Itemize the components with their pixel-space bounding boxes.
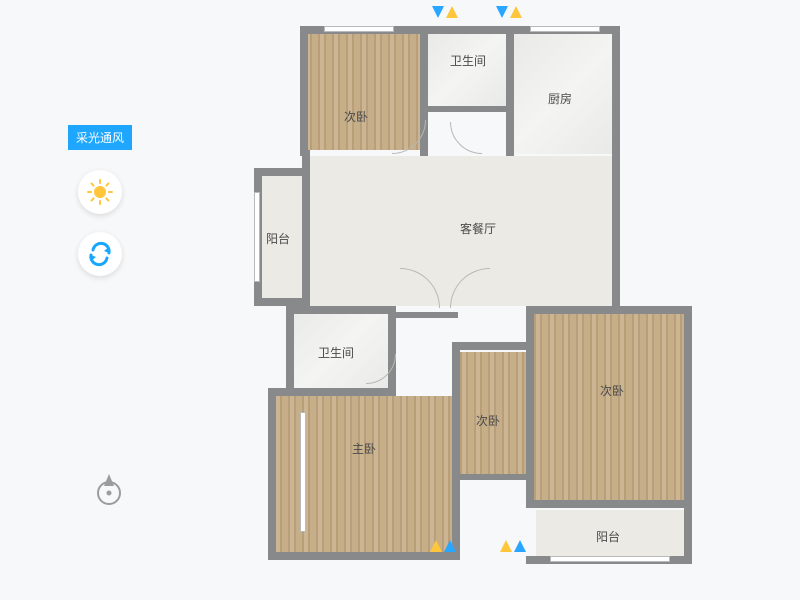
wall-segment (428, 106, 506, 112)
wall-segment (286, 388, 396, 396)
room-balcony2 (536, 510, 686, 560)
room-kitchen (514, 34, 614, 154)
window (550, 556, 670, 562)
lighting-badge: 采光通风 (68, 125, 132, 150)
wall-segment (300, 26, 308, 156)
wall-segment (268, 388, 276, 560)
wall-segment (526, 500, 692, 508)
view-controls-sidebar: 采光通风 (60, 125, 140, 294)
wall-segment (268, 552, 458, 560)
refresh-icon (87, 241, 113, 267)
window (300, 412, 306, 532)
room-bath1 (428, 34, 506, 106)
arrow-icon (444, 540, 456, 552)
arrow-icon (430, 540, 442, 552)
arrow-icon (432, 6, 444, 18)
wall-segment (612, 150, 620, 310)
wall-segment (506, 26, 514, 156)
airflow-arrows (430, 540, 456, 552)
room-bed2b (460, 352, 526, 474)
wall-segment (388, 306, 396, 394)
arrow-icon (500, 540, 512, 552)
arrow-icon (496, 6, 508, 18)
sun-button[interactable] (78, 170, 122, 214)
floor-plan: 次卧卫生间厨房阳台客餐厅卫生间主卧次卧次卧阳台 (260, 12, 730, 582)
wall-segment (684, 306, 692, 564)
wall-segment (612, 26, 620, 156)
room-bed2c (534, 312, 686, 502)
wall-segment (458, 474, 530, 480)
window (530, 26, 600, 32)
refresh-button[interactable] (78, 232, 122, 276)
window (254, 192, 260, 282)
arrow-icon (510, 6, 522, 18)
airflow-arrows (496, 6, 522, 18)
wall-segment (302, 150, 310, 308)
airflow-arrows (432, 6, 458, 18)
airflow-arrows (500, 540, 526, 552)
wall-segment (452, 342, 532, 350)
wall-segment (452, 342, 460, 560)
wall-segment (394, 312, 458, 318)
room-balcony1 (260, 176, 302, 298)
compass-icon (90, 470, 128, 508)
wall-segment (286, 306, 294, 394)
wall-segment (286, 306, 396, 314)
arrow-icon (514, 540, 526, 552)
wall-segment (526, 306, 692, 314)
sun-icon (87, 179, 113, 205)
arrow-icon (446, 6, 458, 18)
window (324, 26, 394, 32)
